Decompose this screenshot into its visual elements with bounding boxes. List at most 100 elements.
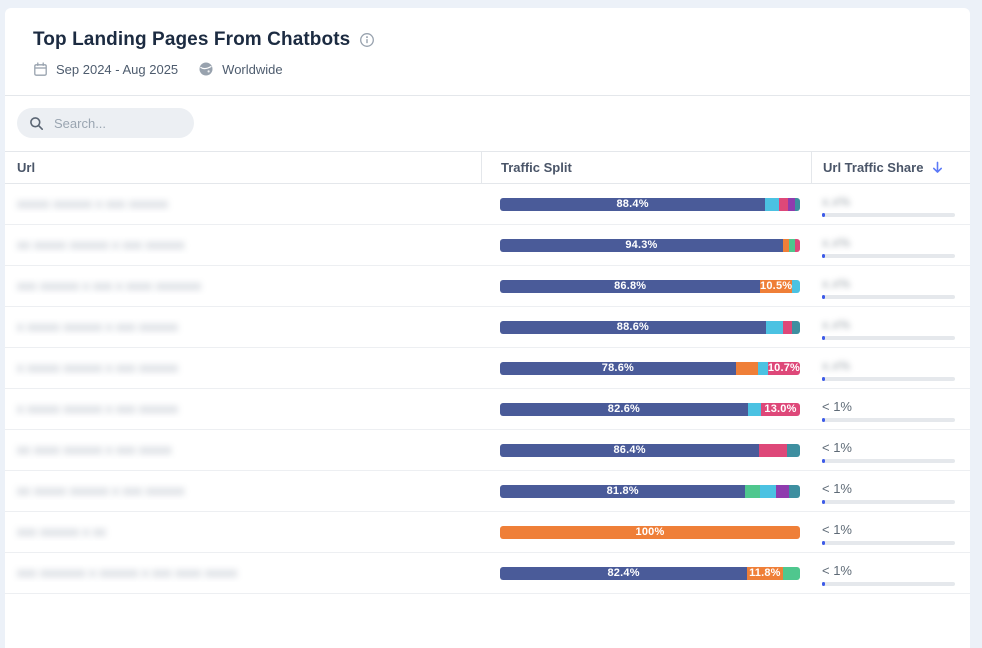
bar-segment-navy: 78.6% [500,361,736,375]
bar-segment-purple [787,197,796,211]
date-range-label: Sep 2024 - Aug 2025 [56,61,179,77]
url-traffic-share-cell: x.x% [811,356,970,381]
bar-segment-cyan [758,361,768,375]
share-progress-track [822,540,955,545]
traffic-split-bar: 88.6% [500,320,800,334]
table-row: xxx xxxxxx x xxx x xxxx xxxxxxx 86.8% 10.5… [5,266,970,307]
traffic-split-cell: 86.4% [481,443,811,457]
table-row: xx xxxxx xxxxxx x xxx xxxxxx 94.3% x.x% [5,225,970,266]
traffic-split-cell: 78.6% 10.7% [481,361,811,375]
bar-segment-navy: 81.8% [500,484,746,498]
share-value: x.x% [822,274,960,291]
bar-value-label: 82.4% [607,567,640,579]
url-cell: x xxxxx xxxxxx x xxx xxxxxx [5,400,481,418]
traffic-split-bar: 100% [500,525,800,539]
bar-value-label: 13.0% [764,403,797,415]
table-toolbar [5,96,970,151]
column-header-url[interactable]: Url [17,160,36,175]
bar-segment-orange [782,238,790,252]
bar-segment-navy: 86.4% [500,443,760,457]
redacted-url-text: xx xxxxx xxxxxx x xxx xxxxxx [17,483,185,498]
url-traffic-share-cell: x.x% [811,233,970,258]
search-box[interactable] [17,108,194,138]
table-row: xxx xxxxxx x xx 100% < 1% [5,512,970,553]
url-cell: xxx xxxxxx x xxx x xxxx xxxxxxx [5,277,481,295]
table-row: x xxxxx xxxxxx x xxx xxxxxx 82.6% 13.0% < 1… [5,389,970,430]
url-cell: xxx xxxxxx x xx [5,523,481,541]
calendar-icon [33,61,48,77]
search-input[interactable] [52,114,182,132]
share-progress-track [822,499,955,504]
bar-segment-navy: 88.4% [500,197,766,211]
bar-segment-navy: 82.4% [500,566,748,580]
column-header-traffic-split[interactable]: Traffic Split [481,152,811,183]
traffic-split-cell: 100% [481,525,811,539]
bar-segment-cyan [760,484,776,498]
bar-segment-orange: 11.8% [747,566,783,580]
bar-segment-green [782,566,800,580]
share-value: x.x% [822,233,960,250]
share-progress-track [822,212,955,217]
share-progress-track [822,376,955,381]
share-progress-track [822,417,955,422]
bar-value-label: 10.5% [760,280,793,292]
bar-segment-green [789,238,796,252]
url-traffic-share-cell: x.x% [811,274,970,299]
url-traffic-share-cell: x.x% [811,192,970,217]
traffic-split-cell: 88.6% [481,320,811,334]
share-progress-fill [822,212,825,217]
bar-segment-navy: 82.6% [500,402,748,416]
redacted-url-text: x xxxxx xxxxxx x xxx xxxxxx [17,360,179,375]
share-value: x.x% [822,192,960,209]
table-row: xxxxx xxxxxx x xxx xxxxxx 88.4% x.x% [5,184,970,225]
globe-icon [198,61,214,77]
bar-segment-navy: 88.6% [500,320,766,334]
traffic-split-cell: 82.6% 13.0% [481,402,811,416]
bar-segment-pink [778,197,788,211]
url-traffic-share-cell: < 1% [811,397,970,422]
redacted-url-text: xxx xxxxxx x xx [17,524,106,539]
bar-value-label: 94.3% [625,239,658,251]
info-icon[interactable] [359,32,375,48]
share-value: x.x% [822,315,960,332]
share-progress-fill [822,540,825,545]
share-progress-track [822,581,955,586]
bar-segment-teal [789,484,800,498]
share-progress-track [822,294,955,299]
widget-header: Top Landing Pages From Chatbots [5,8,970,96]
bar-segment-navy: 94.3% [500,238,783,252]
share-value: x.x% [822,356,960,373]
bar-value-label: 88.4% [616,198,649,210]
traffic-split-bar: 88.4% [500,197,800,211]
region-label: Worldwide [222,61,283,77]
share-progress-fill [822,581,825,586]
share-progress-fill [822,458,825,463]
share-progress-fill [822,294,825,299]
url-cell: x xxxxx xxxxxx x xxx xxxxxx [5,318,481,336]
bar-segment-cyan [791,279,800,293]
bar-segment-cyan [747,402,761,416]
traffic-split-cell: 82.4% 11.8% [481,566,811,580]
url-cell: xx xxxxx xxxxxx x xxx xxxxxx [5,482,481,500]
bar-segment-pink: 10.7% [768,361,800,375]
bar-value-label: 88.6% [616,321,649,333]
redacted-url-text: xxx xxxxxx x xxx x xxxx xxxxxxx [17,278,202,293]
table-header-row: Url Traffic Split Url Traffic Share [5,151,970,184]
traffic-split-bar: 78.6% 10.7% [500,361,800,375]
share-progress-fill [822,499,825,504]
url-traffic-share-cell: x.x% [811,315,970,340]
redacted-url-text: xxxxx xxxxxx x xxx xxxxxx [17,196,168,211]
widget-card: Top Landing Pages From Chatbots [5,8,970,648]
traffic-split-cell: 81.8% [481,484,811,498]
column-header-url-traffic-share[interactable]: Url Traffic Share [811,152,970,183]
traffic-split-bar: 86.8% 10.5% [500,279,800,293]
share-value: < 1% [822,439,852,455]
bar-segment-orange: 100% [500,525,800,539]
bar-value-label: 11.8% [749,567,781,579]
bar-segment-cyan [765,320,783,334]
bar-segment-pink [759,443,787,457]
table-row: x xxxxx xxxxxx x xxx xxxxxx 88.6% x.x% [5,307,970,348]
share-progress-track [822,253,955,258]
table-row: xx xxxx xxxxxx x xxx xxxxx 86.4% < 1% [5,430,970,471]
redacted-url-text: x xxxxx xxxxxx x xxx xxxxxx [17,401,179,416]
